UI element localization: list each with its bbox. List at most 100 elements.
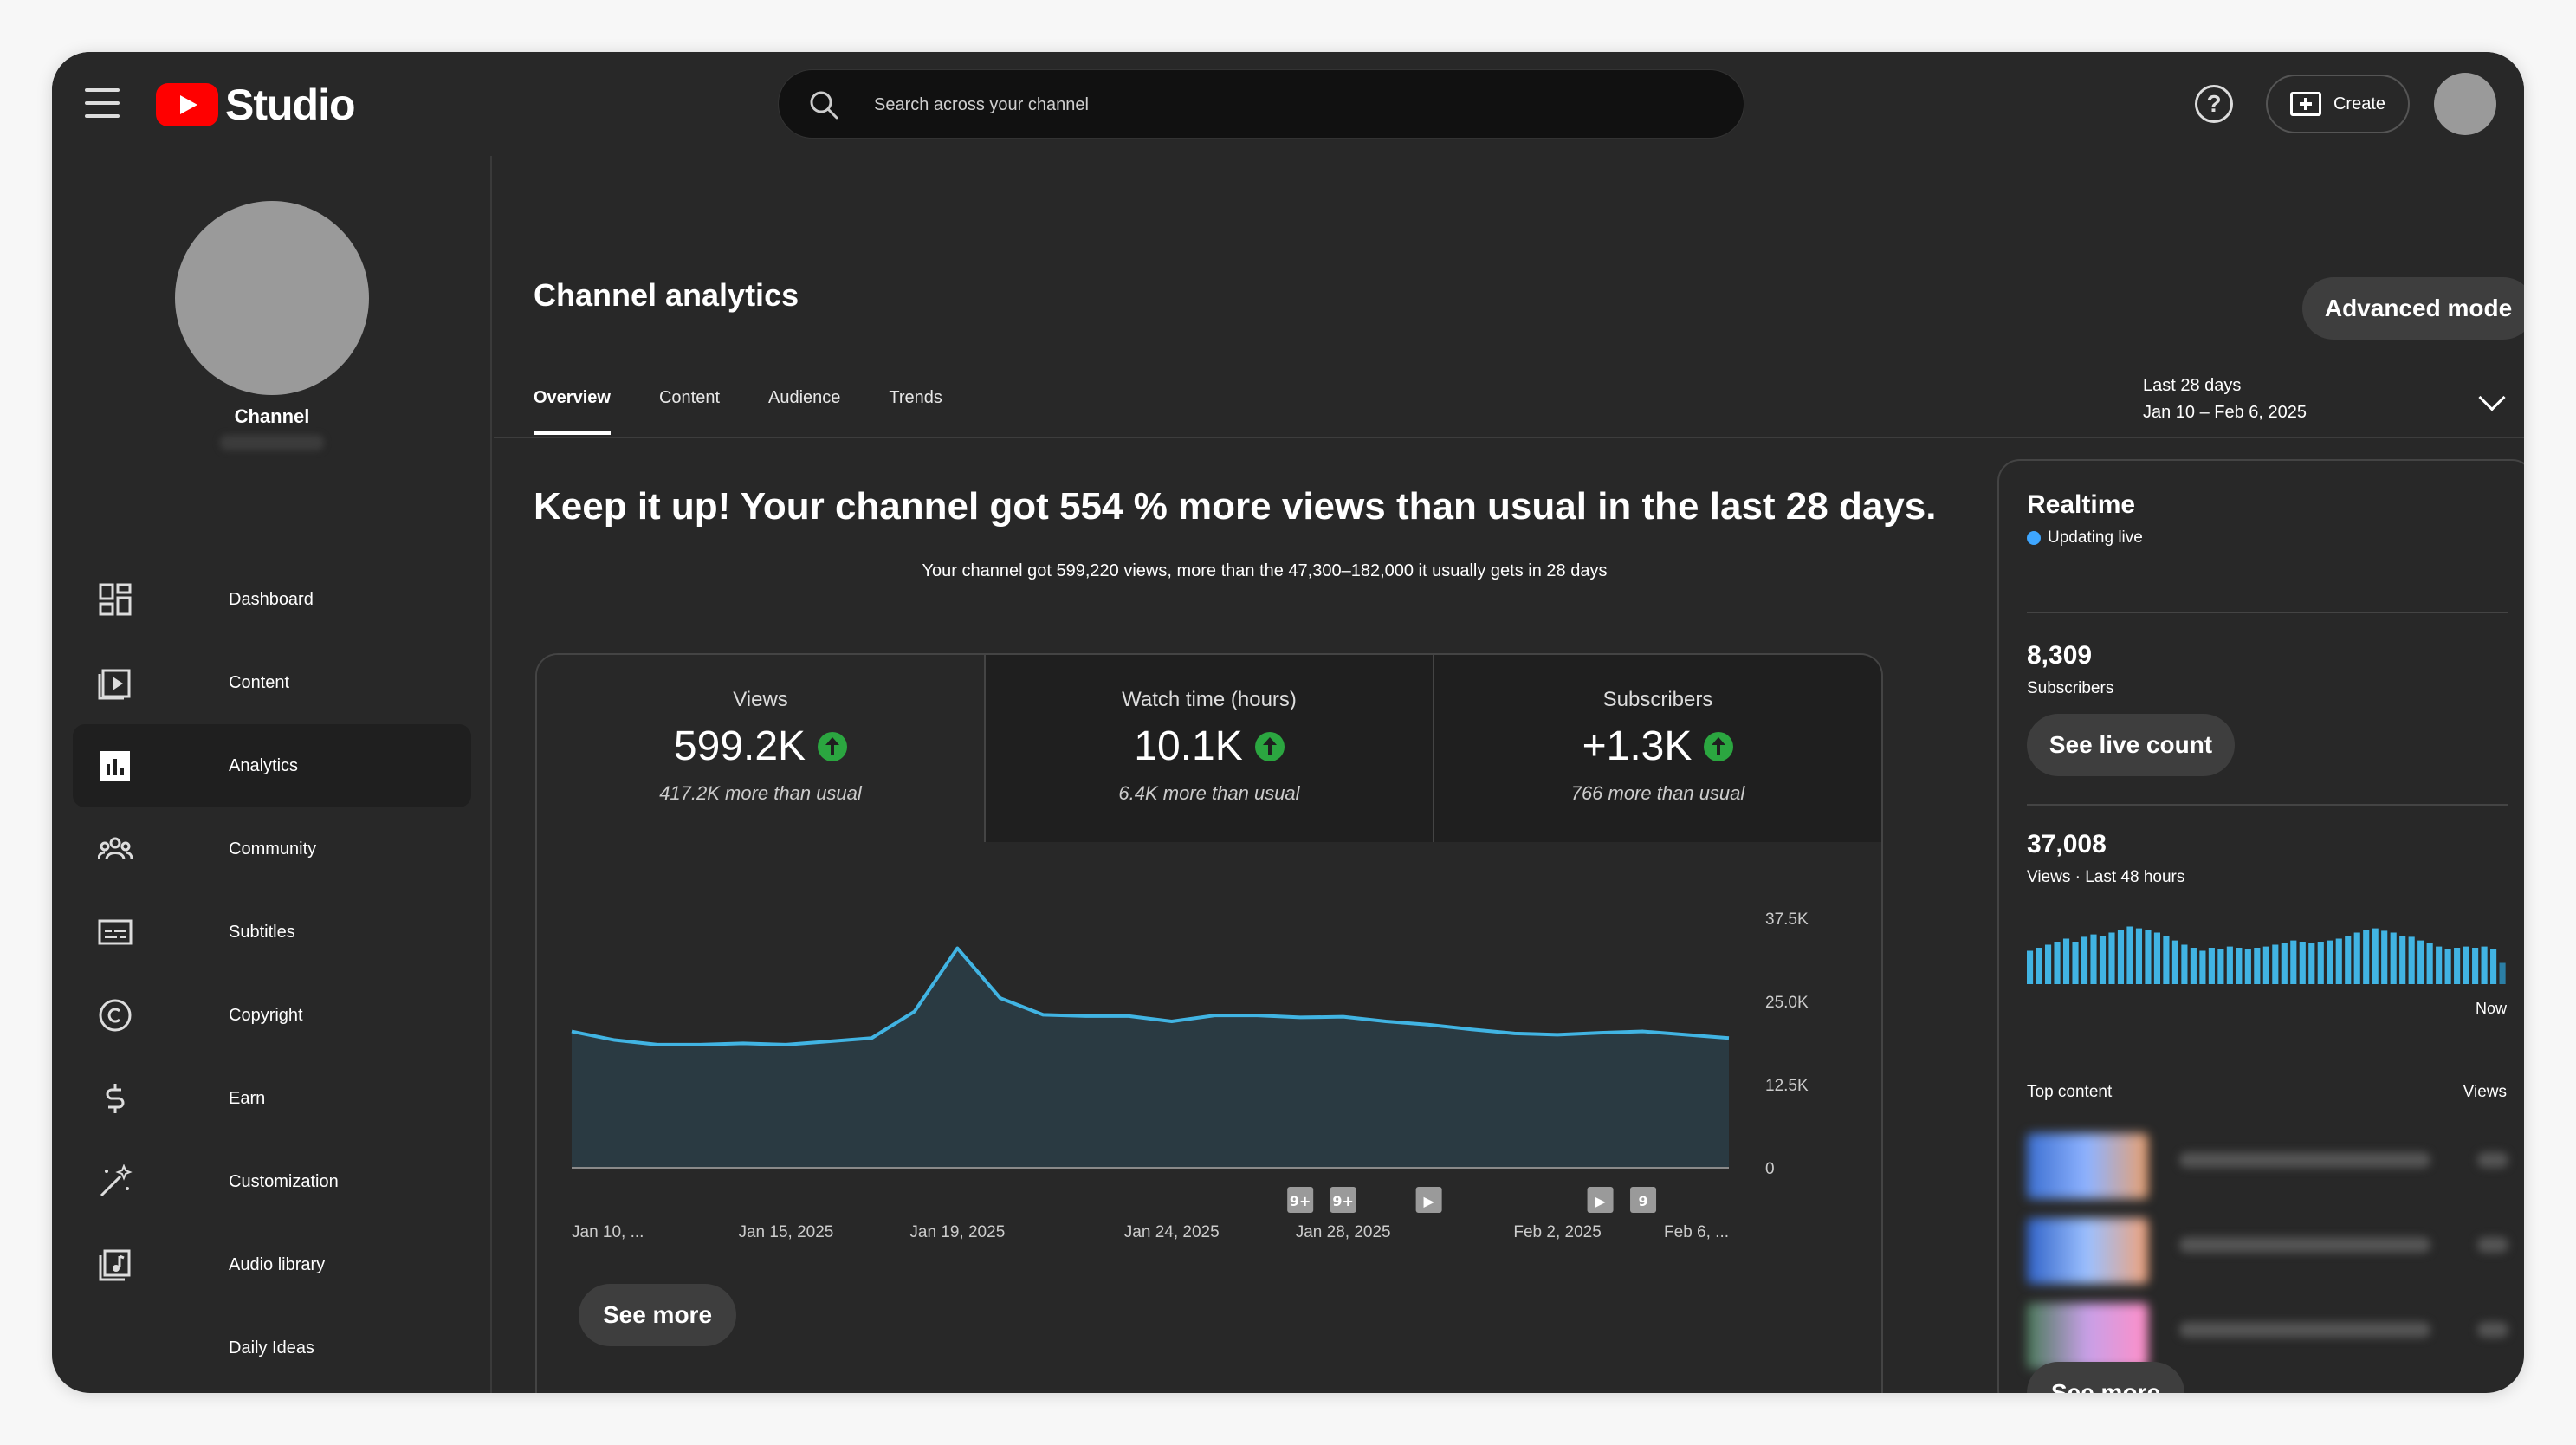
realtime-bar[interactable] <box>2490 949 2497 984</box>
realtime-bar[interactable] <box>2272 944 2279 985</box>
main-content: Channel analytics Advanced mode Overview… <box>494 156 2524 1393</box>
sidebar-item-community[interactable]: Community <box>73 807 471 891</box>
realtime-bar[interactable] <box>2327 940 2333 984</box>
realtime-bar[interactable] <box>2499 962 2506 985</box>
realtime-bar[interactable] <box>2117 930 2125 984</box>
realtime-see-more-button[interactable]: See more <box>2027 1362 2184 1393</box>
realtime-bar[interactable] <box>2299 942 2306 984</box>
date-range-picker[interactable]: Last 28 days Jan 10 – Feb 6, 2025 <box>2143 376 2510 430</box>
chart-event-marker[interactable] <box>1415 1187 1442 1213</box>
see-live-count-button[interactable]: See live count <box>2027 714 2235 776</box>
sidebar-item-audio-library[interactable]: Audio library <box>73 1223 471 1306</box>
metric-tab-views[interactable]: Views 599.2K 417.2K more than usual <box>537 655 984 842</box>
top-bar: Studio ? Create <box>52 52 2524 156</box>
realtime-bar[interactable] <box>2262 946 2269 984</box>
search-bar[interactable] <box>778 69 1744 139</box>
top-content-row[interactable] <box>2027 1133 2508 1199</box>
sidebar-item-subtitles[interactable]: Subtitles <box>73 891 471 974</box>
realtime-bar[interactable] <box>2099 936 2107 984</box>
top-content-row[interactable] <box>2027 1218 2508 1284</box>
tab-overview[interactable]: Overview <box>534 388 611 435</box>
realtime-bar[interactable] <box>2027 950 2034 985</box>
chart-x-tick-label: Jan 15, 2025 <box>738 1223 833 1241</box>
realtime-bar[interactable] <box>2081 936 2088 984</box>
realtime-bar[interactable] <box>2454 948 2461 984</box>
realtime-bar[interactable] <box>2363 930 2370 984</box>
realtime-bar[interactable] <box>2472 948 2479 984</box>
sidebar-item-dashboard[interactable]: Dashboard <box>73 558 471 641</box>
see-more-button[interactable]: See more <box>579 1284 736 1346</box>
realtime-bar[interactable] <box>2426 943 2433 984</box>
realtime-bar[interactable] <box>2090 934 2097 984</box>
account-avatar[interactable] <box>2434 73 2496 135</box>
metric-label: Subscribers <box>1602 688 1713 711</box>
realtime-bar[interactable] <box>2481 946 2488 984</box>
realtime-bar[interactable] <box>2281 943 2288 984</box>
help-icon[interactable]: ? <box>2195 85 2233 123</box>
realtime-bar[interactable] <box>2044 944 2052 985</box>
tab-audience[interactable]: Audience <box>768 388 841 407</box>
realtime-bar[interactable] <box>2290 940 2297 984</box>
metric-tab-watch[interactable]: Watch time (hours) 10.1K 6.4K more than us… <box>984 655 1433 842</box>
sidebar-item-content[interactable]: Content <box>73 641 471 724</box>
realtime-bar[interactable] <box>2308 943 2315 984</box>
metric-tab-subscribers[interactable]: Subscribers +1.3K 766 more than usual <box>1433 655 1881 842</box>
realtime-bar[interactable] <box>2163 936 2170 984</box>
tab-trends[interactable]: Trends <box>889 388 942 407</box>
advanced-mode-button[interactable]: Advanced mode <box>2302 277 2524 340</box>
realtime-bar[interactable] <box>2254 948 2261 984</box>
channel-avatar[interactable] <box>175 201 369 395</box>
tab-content[interactable]: Content <box>658 388 721 407</box>
realtime-bar[interactable] <box>2217 949 2224 984</box>
live-dot-icon <box>2027 531 2041 545</box>
chart-event-marker[interactable] <box>1630 1187 1657 1213</box>
realtime-bar[interactable] <box>2054 942 2061 984</box>
realtime-bar[interactable] <box>2463 946 2469 984</box>
realtime-bar[interactable] <box>2199 950 2206 985</box>
realtime-bar[interactable] <box>2444 949 2451 984</box>
chart-event-marker[interactable] <box>1587 1187 1614 1213</box>
realtime-bar[interactable] <box>2317 942 2324 984</box>
realtime-bar[interactable] <box>2181 944 2188 985</box>
sidebar-item-analytics[interactable]: Analytics <box>73 724 471 807</box>
realtime-bar[interactable] <box>2190 948 2197 984</box>
realtime-bar[interactable] <box>2153 932 2161 985</box>
sidebar-item-customization[interactable]: Customization <box>73 1140 471 1223</box>
studio-logo[interactable]: Studio <box>156 80 356 130</box>
realtime-bar[interactable] <box>2062 938 2070 985</box>
realtime-bar[interactable] <box>2145 930 2152 984</box>
arrow-up-icon <box>1254 731 1285 761</box>
realtime-bar[interactable] <box>2372 928 2379 984</box>
realtime-bar[interactable] <box>2345 936 2352 984</box>
top-content-row[interactable] <box>2027 1303 2508 1369</box>
realtime-bar[interactable] <box>2335 938 2342 985</box>
realtime-bar[interactable] <box>2408 936 2415 984</box>
sidebar-item-daily-ideas[interactable]: Daily Ideas <box>73 1306 471 1390</box>
realtime-bar[interactable] <box>2108 932 2115 985</box>
realtime-bar[interactable] <box>2072 942 2079 984</box>
search-input[interactable] <box>874 91 1705 119</box>
chart-event-marker[interactable] <box>1330 1187 1356 1213</box>
realtime-bar[interactable] <box>2244 949 2251 984</box>
chart-event-marker[interactable] <box>1287 1187 1314 1213</box>
realtime-bar[interactable] <box>2390 932 2397 985</box>
metric-comparison: 766 more than usual <box>1570 782 1745 804</box>
sidebar-item-copyright[interactable]: Copyright <box>73 974 471 1057</box>
realtime-bar[interactable] <box>2135 928 2143 984</box>
sidebar-item-earn[interactable]: Earn <box>73 1057 471 1140</box>
hamburger-menu-icon[interactable] <box>85 88 120 118</box>
realtime-bar[interactable] <box>2171 940 2178 984</box>
realtime-bar[interactable] <box>2417 940 2424 984</box>
date-range-dates: Jan 10 – Feb 6, 2025 <box>2143 403 2307 422</box>
sidebar-item-keyword-inspector[interactable]: Keyword Inspector <box>73 1390 471 1393</box>
realtime-bar[interactable] <box>2353 932 2360 985</box>
create-button[interactable]: Create <box>2266 75 2410 133</box>
realtime-bar[interactable] <box>2036 948 2042 984</box>
realtime-bar[interactable] <box>2381 930 2388 984</box>
realtime-bar[interactable] <box>2236 948 2243 984</box>
realtime-bar[interactable] <box>2126 926 2133 985</box>
realtime-bar[interactable] <box>2436 946 2443 984</box>
realtime-bar[interactable] <box>2399 936 2406 984</box>
realtime-bar[interactable] <box>2208 948 2215 984</box>
realtime-bar[interactable] <box>2226 946 2233 984</box>
